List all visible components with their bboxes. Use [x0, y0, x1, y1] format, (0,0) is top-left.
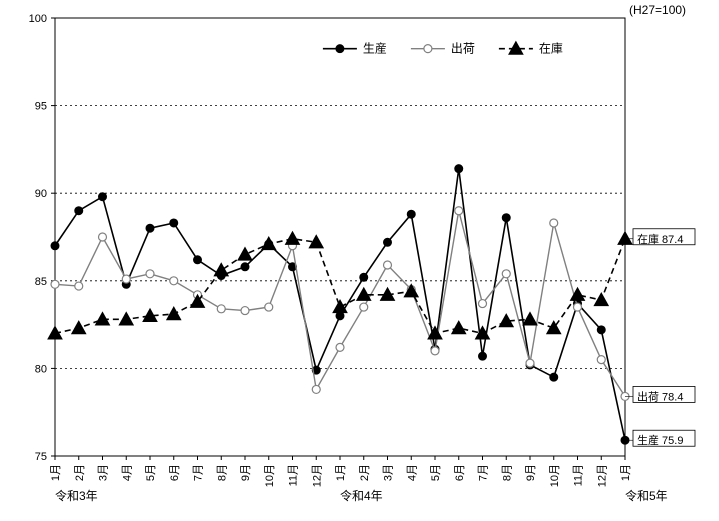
x-tick-label: 3月 [98, 464, 110, 481]
y-tick-label: 80 [35, 363, 47, 375]
x-tick-label: 7月 [478, 464, 490, 481]
x-tick-label: 1月 [335, 464, 347, 481]
x-tick-label: 2月 [74, 464, 86, 481]
x-tick-label: 4月 [406, 464, 418, 481]
chart-svg: 75 80 85 90 95 100 1月 2月 3月 4月 5月 6月 7月 8月 9月 10月 11月 12月… [0, 0, 719, 521]
x-tick-label: 11月 [288, 464, 300, 486]
y-tick-label: 85 [35, 276, 47, 288]
era-label: 令和4年 [340, 488, 383, 503]
legend-label-zaiko: 在庫 [539, 42, 563, 56]
legend-label-shukka: 出荷 [451, 42, 475, 56]
y-tick-label: 100 [29, 13, 47, 25]
x-tick-label: 10月 [549, 464, 561, 487]
x-tick-label: 9月 [240, 464, 252, 481]
chart-note: (H27=100) [629, 3, 686, 17]
y-tick-label: 75 [35, 451, 47, 463]
legend-label-seisan: 生産 [363, 41, 387, 56]
x-tick-label: 4月 [121, 464, 133, 481]
x-tick-label: 3月 [383, 464, 395, 481]
x-tick-label: 1月 [50, 464, 62, 481]
y-tick-label: 90 [35, 188, 47, 200]
end-label-shukka: 出荷 78.4 [637, 389, 683, 403]
x-tick-label: 10月 [264, 464, 276, 487]
x-tick-label: 5月 [430, 464, 442, 481]
y-tick-label: 95 [35, 101, 47, 113]
x-tick-label: 12月 [596, 464, 608, 487]
x-tick-label: 8月 [216, 464, 228, 481]
x-tick-label: 2月 [359, 464, 371, 481]
x-tick-label: 6月 [454, 464, 466, 481]
end-label-zaiko: 在庫 87.4 [637, 232, 683, 246]
x-tick-label: 9月 [525, 464, 537, 481]
x-tick-label: 7月 [193, 464, 205, 481]
x-tick-label: 11月 [573, 464, 585, 486]
era-label: 令和3年 [55, 488, 98, 503]
x-tick-label: 8月 [501, 464, 513, 481]
era-label: 令和5年 [625, 488, 668, 503]
chart-container: 75 80 85 90 95 100 1月 2月 3月 4月 5月 6月 7月 8月 9月 10月 11月 12月… [0, 0, 719, 521]
x-tick-label: 1月 [620, 464, 632, 481]
x-tick-label: 12月 [311, 464, 323, 487]
x-tick-label: 5月 [145, 464, 157, 481]
x-tick-label: 6月 [169, 464, 181, 481]
end-label-seisan: 生産 75.9 [637, 433, 683, 447]
